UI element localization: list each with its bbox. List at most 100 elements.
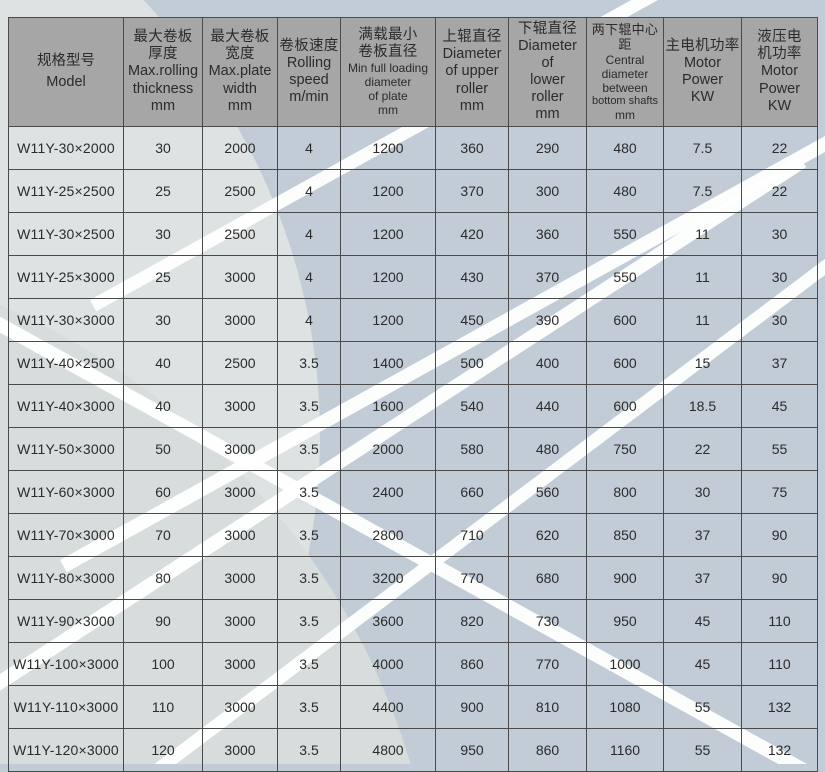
cell-value: 900 — [435, 685, 509, 729]
table-row: W11Y-30×2000 30 2000 4 1200 360 290 480 7.5 22 — [8, 126, 818, 170]
cell-model: W11Y-25×3000 — [8, 255, 124, 299]
cell-value: 360 — [435, 126, 509, 170]
cell-value: 2400 — [340, 470, 436, 514]
cell-value: 22 — [741, 169, 818, 213]
cell-value: 4 — [277, 169, 341, 213]
header-en-3: roller — [455, 80, 489, 97]
cell-value: 1000 — [586, 642, 664, 686]
cell-value: 30 — [123, 212, 203, 256]
cell-value: 480 — [586, 169, 664, 213]
cell-value: 100 — [123, 642, 203, 686]
header-en-1: Diameter — [518, 37, 577, 54]
cell-value: 3000 — [202, 298, 278, 342]
column-header-motor-power: 主电机功率 Motor Power KW — [663, 17, 742, 127]
column-header-max-rolling-thickness: 最大卷板 厚度 Max.rolling thickness mm — [123, 17, 203, 127]
specification-table-container: 规格型号 Model 最大卷板 厚度 Max.rolling thickness… — [8, 17, 818, 772]
cell-value: 3.5 — [277, 384, 341, 428]
cell-value: 800 — [586, 470, 664, 514]
cell-value: 3.5 — [277, 427, 341, 471]
cell-value: 22 — [741, 126, 818, 170]
header-en-2: diameter — [364, 74, 412, 89]
cell-value: 2500 — [202, 341, 278, 385]
cell-value: 600 — [586, 384, 664, 428]
header-en-2: of — [541, 54, 554, 71]
cell-value: 45 — [663, 599, 742, 643]
cell-value: 132 — [741, 728, 818, 772]
cell-value: 132 — [741, 685, 818, 729]
table-row: W11Y-90×3000 90 3000 3.5 3600 820 730 950 45 110 — [8, 599, 818, 643]
cell-value: 290 — [508, 126, 587, 170]
cell-value: 3000 — [202, 470, 278, 514]
cell-value: 3000 — [202, 556, 278, 600]
cell-value: 11 — [663, 212, 742, 256]
cell-value: 1200 — [340, 169, 436, 213]
cell-value: 820 — [435, 599, 509, 643]
cell-value: 11 — [663, 255, 742, 299]
cell-value: 360 — [508, 212, 587, 256]
cell-value: 860 — [435, 642, 509, 686]
column-header-max-plate-width: 最大卷板 宽度 Max.plate width mm — [202, 17, 278, 127]
header-en-1: Central — [605, 52, 645, 67]
header-zh: 最大卷板 — [210, 29, 270, 46]
header-zh: 下辊直径 — [517, 20, 578, 37]
cell-value: 3000 — [202, 427, 278, 471]
header-en-2: Power — [681, 72, 724, 88]
header-zh: 液压电 — [757, 29, 802, 46]
cell-value: 3.5 — [277, 642, 341, 686]
cell-value: 25 — [123, 255, 203, 299]
cell-value: 110 — [741, 599, 818, 643]
table-row: W11Y-25×3000 25 3000 4 1200 430 370 550 11 30 — [8, 255, 818, 299]
table-row: W11Y-30×2500 30 2500 4 1200 420 360 550 11 30 — [8, 212, 818, 256]
header-unit: mm — [150, 97, 176, 114]
cell-value: 770 — [508, 642, 587, 686]
cell-value: 680 — [508, 556, 587, 600]
cell-value: 950 — [586, 599, 664, 643]
header-zh: 主电机功率 — [665, 37, 740, 54]
cell-value: 750 — [586, 427, 664, 471]
cell-value: 710 — [435, 513, 509, 557]
cell-value: 620 — [508, 513, 587, 557]
cell-value: 55 — [663, 685, 742, 729]
cell-model: W11Y-100×3000 — [8, 642, 124, 686]
cell-model: W11Y-30×2000 — [8, 126, 124, 170]
header-en-1: Max.plate — [208, 63, 272, 80]
column-header-rolling-speed: 卷板速度 Rolling speed m/min — [277, 17, 341, 127]
column-header-central-diameter-bottom-shafts: 两下辊中心距 Central diameter between bottom s… — [586, 17, 664, 127]
cell-value: 420 — [435, 212, 509, 256]
cell-value: 80 — [123, 556, 203, 600]
cell-model: W11Y-30×2500 — [8, 212, 124, 256]
cell-model: W11Y-25×2500 — [8, 169, 124, 213]
column-header-model: 规格型号 Model — [8, 17, 124, 127]
cell-value: 3000 — [202, 599, 278, 643]
cell-value: 55 — [663, 728, 742, 772]
cell-value: 370 — [435, 169, 509, 213]
cell-value: 850 — [586, 513, 664, 557]
header-unit: mm — [227, 97, 253, 114]
cell-value: 2800 — [340, 513, 436, 557]
cell-value: 90 — [741, 513, 818, 557]
header-en-2: Power — [758, 80, 801, 97]
cell-value: 3000 — [202, 642, 278, 686]
cell-value: 30 — [741, 298, 818, 342]
table-row: W11Y-70×3000 70 3000 3.5 2800 710 620 850 37 90 — [8, 513, 818, 557]
header-zh: 最大卷板 — [133, 29, 193, 46]
cell-value: 3.5 — [277, 685, 341, 729]
cell-value: 370 — [508, 255, 587, 299]
cell-value: 4 — [277, 126, 341, 170]
header-en-1: Motor — [683, 54, 722, 71]
cell-value: 15 — [663, 341, 742, 385]
header-en-2: width — [223, 80, 257, 97]
cell-value: 22 — [663, 427, 742, 471]
header-unit: KW — [690, 89, 715, 106]
cell-model: W11Y-110×3000 — [8, 685, 124, 729]
cell-model: W11Y-120×3000 — [8, 728, 124, 772]
cell-value: 25 — [123, 169, 203, 213]
header-en-1: Motor — [760, 63, 799, 80]
cell-value: 7.5 — [663, 169, 742, 213]
cell-value: 4400 — [340, 685, 436, 729]
cell-value: 37 — [741, 341, 818, 385]
header-unit: mm — [459, 97, 485, 114]
cell-value: 7.5 — [663, 126, 742, 170]
cell-model: W11Y-40×3000 — [8, 384, 124, 428]
cell-value: 70 — [123, 513, 203, 557]
